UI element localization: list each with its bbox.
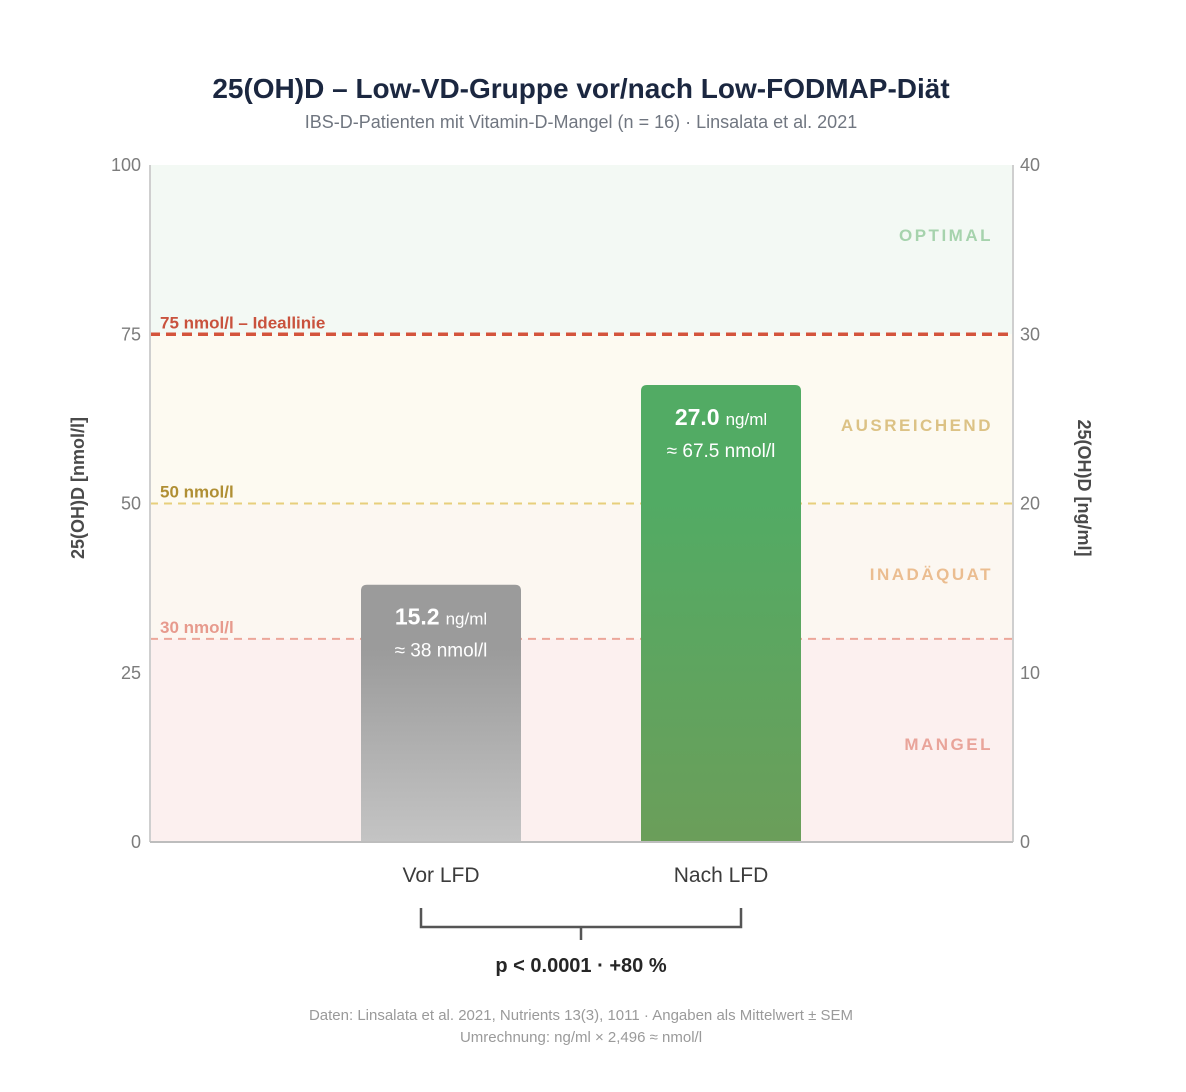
bar-converted-label: ≈ 38 nmol/l xyxy=(395,641,488,662)
y-tick-left: 50 xyxy=(121,494,141,514)
zone-band xyxy=(150,165,1013,335)
footer-source: Daten: Linsalata et al. 2021, Nutrients … xyxy=(309,1007,853,1024)
chart-subtitle: IBS-D-Patienten mit Vitamin-D-Mangel (n … xyxy=(305,112,857,132)
x-tick-label: Vor LFD xyxy=(402,864,479,887)
bar-value-label: 27.0 ng/ml xyxy=(675,404,767,430)
bracket-line xyxy=(419,908,743,940)
significance-label: p < 0.0001 · +80 % xyxy=(495,955,666,977)
zone-label: INADÄQUAT xyxy=(870,565,993,584)
chart-title: 25(OH)D – Low-VD-Gruppe vor/nach Low-FOD… xyxy=(212,73,949,104)
y-tick-right: 40 xyxy=(1020,155,1040,175)
y-tick-right: 20 xyxy=(1020,494,1040,514)
zone-band xyxy=(150,334,1013,504)
y-tick-left: 25 xyxy=(121,663,141,683)
zone-band xyxy=(150,503,1013,639)
y-tick-right: 0 xyxy=(1020,832,1030,852)
y-tick-right: 30 xyxy=(1020,324,1040,344)
y-tick-left: 100 xyxy=(111,155,141,175)
reference-line-label: 75 nmol/l – Ideallinie xyxy=(160,313,325,332)
x-tick-label: Nach LFD xyxy=(674,864,769,887)
zone-label: AUSREICHEND xyxy=(841,416,993,435)
bar-value-label: 15.2 ng/ml xyxy=(395,604,487,630)
zone-label: MANGEL xyxy=(904,735,993,754)
y-tick-left: 75 xyxy=(121,324,141,344)
reference-line-label: 30 nmol/l xyxy=(160,618,234,637)
zone-band xyxy=(150,638,1013,842)
reference-line-label: 50 nmol/l xyxy=(160,483,234,502)
y-axis-left-title: 25(OH)D [nmol/l] xyxy=(68,417,88,559)
significance-bracket: p < 0.0001 · +80 % xyxy=(419,908,743,977)
zone-label: OPTIMAL xyxy=(899,226,993,245)
footer-conversion: Umrechnung: ng/ml × 2,496 ≈ nmol/l xyxy=(460,1029,702,1046)
y-tick-right: 10 xyxy=(1020,663,1040,683)
y-tick-left: 0 xyxy=(131,832,141,852)
y-axis-right-title: 25(OH)D [ng/ml] xyxy=(1074,420,1094,557)
bar-vor-lfd xyxy=(361,584,521,842)
bar-nach-lfd xyxy=(641,385,801,842)
bar-converted-label: ≈ 67.5 nmol/l xyxy=(667,441,776,462)
